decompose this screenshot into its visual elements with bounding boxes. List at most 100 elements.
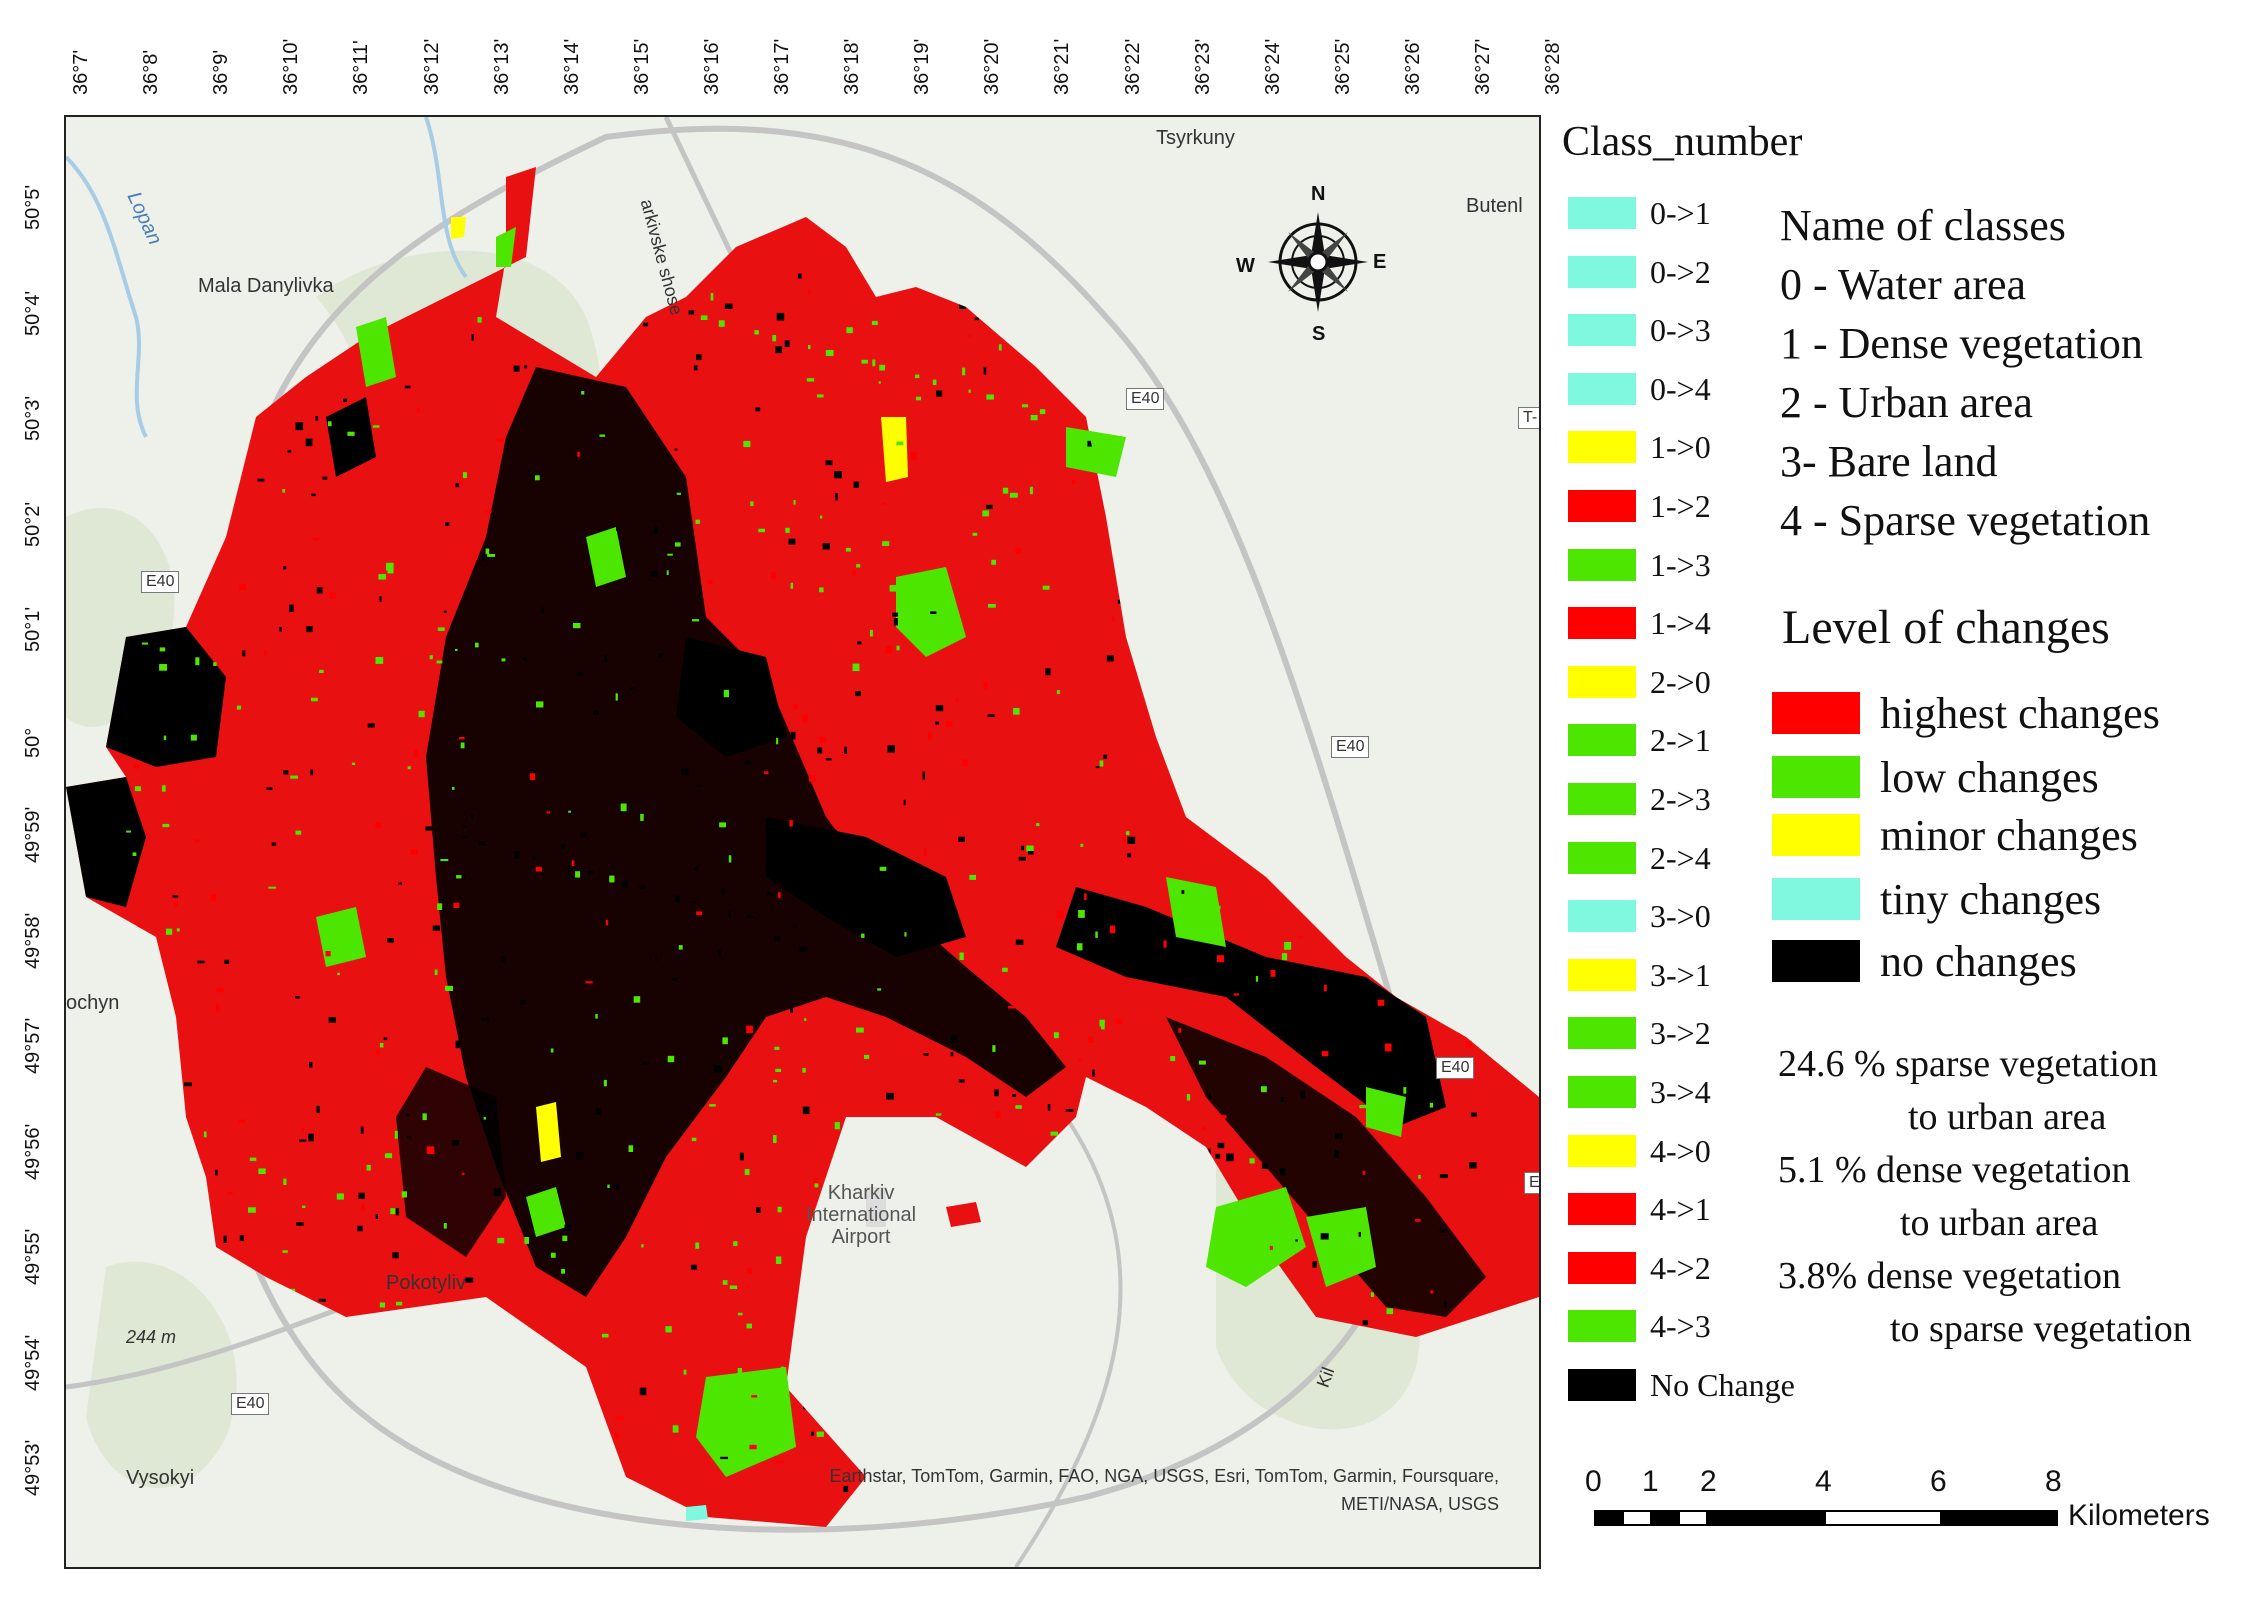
legend-title: Class_number <box>1562 119 1803 165</box>
latitude-tick: 49°59' <box>22 806 44 863</box>
longitude-tick: 36°17' <box>771 38 793 95</box>
longitude-tick: 36°11' <box>350 40 373 95</box>
class-legend-item: 1->4 <box>1568 605 1738 641</box>
class-label: 3->0 <box>1650 898 1711 935</box>
class-swatch <box>1568 958 1636 991</box>
longitude-tick: 36°26' <box>1401 38 1424 95</box>
longitude-tick: 36°13' <box>490 38 513 95</box>
class-label: 0->4 <box>1650 370 1711 407</box>
lopan-river <box>66 155 148 438</box>
longitude-tick: 36°19' <box>911 38 934 95</box>
latitude-tick: 49°53' <box>22 1439 44 1496</box>
class-legend-item: 2->3 <box>1568 781 1738 817</box>
latitude-tick: 49°56' <box>22 1123 44 1180</box>
place-label-pisochyn: ochyn <box>66 992 120 1014</box>
place-label-airport: Kharkiv International Airport <box>806 1182 917 1248</box>
stat-line: to urban area <box>1908 1096 2107 1138</box>
longitude-tick: 36°18' <box>841 38 864 95</box>
scale-segment <box>1678 1510 1708 1526</box>
longitude-tick: 36°9' <box>210 49 233 95</box>
level-label: highest changes <box>1880 689 2160 738</box>
class-legend-item: 1->2 <box>1568 488 1738 524</box>
class-label: 1->0 <box>1650 429 1711 466</box>
class-label: 0->3 <box>1650 312 1711 349</box>
class-swatch <box>1568 724 1636 757</box>
scale-label: 1 <box>1642 1465 1659 1498</box>
map-attribution: Earthstar, TomTom, Garmin, FAO, NGA, USG… <box>829 1462 1499 1518</box>
road-badge-e: E <box>1524 1172 1539 1194</box>
class-swatch <box>1568 900 1636 933</box>
latitude-tick: 49°54' <box>22 1334 44 1391</box>
class-legend-item: 4->2 <box>1568 1250 1738 1286</box>
scale-segment <box>1824 1510 1942 1526</box>
road-badge-e40: E40 <box>141 571 180 593</box>
class-swatch <box>1568 490 1636 522</box>
compass-east-label: E <box>1373 251 1387 273</box>
class-swatch <box>1568 1017 1636 1050</box>
class-swatch <box>1568 1369 1636 1401</box>
class-swatch <box>1568 431 1636 464</box>
place-label-vysokyi: Vysokyi <box>126 1467 195 1489</box>
compass-south-label: S <box>1312 323 1326 345</box>
class-label: 1->4 <box>1650 605 1711 642</box>
class-swatch <box>1568 372 1636 405</box>
level-label: minor changes <box>1880 811 2138 860</box>
latitude-tick: 49°55' <box>22 1228 44 1285</box>
scale-label: 6 <box>1930 1465 1947 1498</box>
class-legend-item: 3->4 <box>1568 1074 1738 1110</box>
place-label-mala-danylivka: Mala Danylivka <box>198 275 334 297</box>
attribution-line: Earthstar, TomTom, Garmin, FAO, NGA, USG… <box>829 1466 1499 1486</box>
level-label: tiny changes <box>1880 875 2102 924</box>
class-name: 0 - Water area <box>1780 260 2027 309</box>
class-legend-item: 4->3 <box>1568 1308 1738 1344</box>
class-label: 2->4 <box>1650 839 1711 876</box>
class-legend-item: No Change <box>1568 1367 1795 1403</box>
class-legend-item: 0->3 <box>1568 312 1738 348</box>
class-name: 1 - Dense vegetation <box>1780 319 2143 368</box>
class-label: 1->3 <box>1650 546 1711 583</box>
latitude-tick: 50°5' <box>22 184 44 230</box>
forest-area <box>86 1261 237 1488</box>
class-label: 3->4 <box>1650 1074 1711 1110</box>
place-label-butenky: Butenl <box>1466 195 1523 217</box>
scale-unit-label: Kilometers <box>2068 1499 2210 1532</box>
stat-line: 3.8% dense vegetation <box>1778 1255 2121 1297</box>
class-swatch <box>1568 783 1636 815</box>
longitude-tick: 36°25' <box>1331 38 1354 95</box>
class-label: 2->3 <box>1650 781 1711 817</box>
level-legend-item: highest changes <box>1772 689 2212 738</box>
class-swatch <box>1568 1134 1636 1167</box>
class-label: 4->2 <box>1650 1249 1711 1286</box>
class-label: 2->1 <box>1650 722 1711 759</box>
level-legend-item: minor changes <box>1772 811 2212 860</box>
level-swatch <box>1772 814 1860 856</box>
class-legend-item: 2->1 <box>1568 722 1738 758</box>
latitude-tick: 49°57' <box>22 1017 44 1074</box>
longitude-tick: 36°15' <box>630 38 653 95</box>
road-badge-t: T- <box>1518 407 1539 429</box>
class-swatch <box>1568 1310 1636 1343</box>
class-legend-item: 2->4 <box>1568 840 1738 876</box>
road-badge-e40: E40 <box>1331 736 1370 758</box>
stat-line: 5.1 % dense vegetation <box>1778 1149 2131 1191</box>
class-legend-item: 1->0 <box>1568 429 1738 465</box>
class-legend-item: 2->0 <box>1568 664 1738 700</box>
latitude-tick: 50° <box>22 727 44 758</box>
scale-label: 4 <box>1815 1465 1832 1498</box>
stat-line: 24.6 % sparse vegetation <box>1778 1043 2158 1085</box>
road-badge-e40: E40 <box>1436 1057 1475 1079</box>
map-frame[interactable]: Tsyrkuny Butenl Mala Danylivka Lopan ark… <box>64 115 1541 1569</box>
level-label: no changes <box>1880 937 2077 986</box>
class-name: 3- Bare land <box>1780 437 1998 486</box>
class-swatch <box>1568 197 1636 229</box>
compass-west-label: W <box>1236 255 1255 277</box>
class-label: 0->1 <box>1650 195 1711 231</box>
class-swatch <box>1568 1193 1636 1226</box>
place-label-tsyrkuny: Tsyrkuny <box>1156 127 1235 149</box>
scale-segment <box>1650 1510 1680 1526</box>
class-name: 4 - Sparse vegetation <box>1780 496 2151 545</box>
compass-north-label: N <box>1311 183 1326 205</box>
road-badge-e40: E40 <box>1126 388 1165 410</box>
class-swatch <box>1568 841 1636 874</box>
attribution-line: METI/NASA, USGS <box>1340 1494 1499 1514</box>
